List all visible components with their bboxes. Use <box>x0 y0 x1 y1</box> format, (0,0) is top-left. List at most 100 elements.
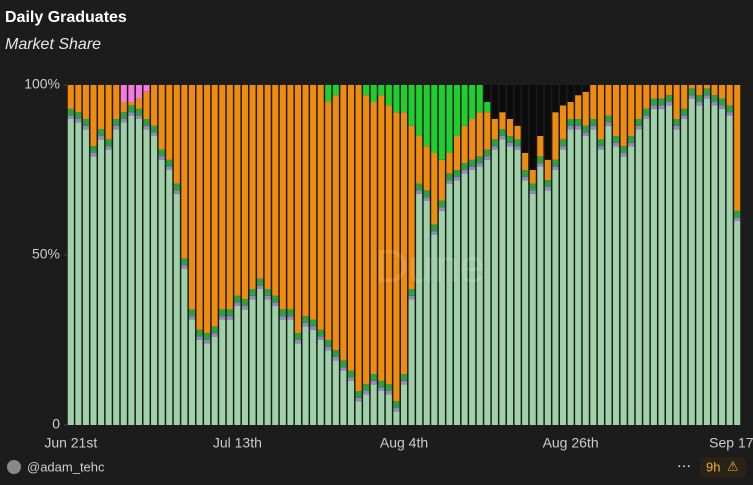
bar-segment <box>128 115 135 425</box>
bar-segment <box>158 149 165 157</box>
bar-segment <box>264 295 271 300</box>
bar-segment <box>461 125 468 164</box>
bar-segment <box>82 85 89 119</box>
bar-segment <box>711 95 718 102</box>
bar-segment <box>158 85 165 150</box>
bar-segment <box>446 180 453 184</box>
bar-segment <box>143 125 150 130</box>
bar-segment <box>529 190 536 194</box>
menu-icon[interactable]: ⋯ <box>677 458 691 474</box>
bar-segment <box>204 343 211 425</box>
bar-segment <box>363 394 370 425</box>
bar-segment <box>605 122 612 126</box>
bar-segment <box>302 316 309 323</box>
bar-segment <box>529 183 536 191</box>
bar-segment <box>325 350 332 425</box>
bar-segment <box>635 125 642 130</box>
y-tick-label: 0 <box>52 416 60 432</box>
bar-segment <box>650 85 657 99</box>
bar-segment <box>544 159 551 181</box>
bar-segment <box>347 377 355 381</box>
chart-subtitle: Market Share <box>5 36 101 53</box>
bar-segment <box>332 85 339 96</box>
bar-segment <box>310 319 317 327</box>
bar-segment <box>82 125 89 130</box>
bar-segment <box>552 85 559 113</box>
bar-segment <box>135 85 142 99</box>
bar-segment <box>393 85 400 113</box>
bar-segment <box>620 153 627 157</box>
bar-segment <box>522 176 529 181</box>
bar-segment <box>431 231 438 235</box>
y-tick-label: 50% <box>32 246 60 262</box>
bar-segment <box>423 197 430 201</box>
bar-segment <box>681 85 688 109</box>
bar-segment <box>294 340 302 344</box>
bar-segment <box>552 166 559 170</box>
bar-segment <box>135 98 142 109</box>
bar-segment <box>514 149 521 425</box>
bar-segment <box>734 210 741 218</box>
bar-segment <box>726 85 733 106</box>
bar-segment <box>582 91 589 126</box>
bar-segment <box>643 85 650 109</box>
bar-segment <box>181 265 188 269</box>
bar-segment <box>257 285 264 289</box>
bar-segment <box>620 85 627 147</box>
bar-segment <box>499 85 506 113</box>
bar-segment <box>613 146 620 425</box>
bar-segment <box>431 85 438 153</box>
bar-segment <box>529 170 536 184</box>
bar-segment <box>514 139 521 147</box>
bar-segment <box>294 333 302 340</box>
bar-segment <box>423 146 430 191</box>
plot-area <box>67 85 741 426</box>
bar-segment <box>143 85 150 92</box>
bar-segment <box>188 85 195 310</box>
bar-segment <box>355 85 362 391</box>
author[interactable]: @adam_tehc <box>27 459 105 474</box>
bar-segment <box>711 102 718 106</box>
bar-segment <box>181 85 188 259</box>
bar-segment <box>590 129 597 425</box>
bar-segment <box>400 380 408 385</box>
bar-segment <box>635 85 642 119</box>
bar-segment <box>211 326 218 334</box>
bar-segment <box>446 153 453 174</box>
bar-segment <box>522 170 529 177</box>
bar-segment <box>469 170 476 425</box>
bar-segment <box>98 136 105 140</box>
bar-segment <box>378 85 385 96</box>
bar-segment <box>666 85 673 96</box>
bar-segment <box>128 85 135 102</box>
age-badge <box>700 457 746 478</box>
bar-segment <box>196 85 203 330</box>
bar-segment <box>416 193 423 425</box>
bar-segment <box>719 105 726 109</box>
bar-segment <box>643 108 650 116</box>
bar-segment <box>347 380 355 425</box>
bar-segment <box>635 129 642 425</box>
bar-segment <box>181 258 188 266</box>
bar-segment <box>575 95 582 119</box>
bar-segment <box>204 85 211 334</box>
bar-segment <box>332 350 339 357</box>
bar-segment <box>711 85 718 96</box>
bar-segment <box>158 159 165 426</box>
bar-segment <box>67 115 74 119</box>
bar-segment <box>67 108 74 116</box>
bar-segment <box>393 408 400 412</box>
avatar <box>7 460 21 474</box>
bar-segment <box>400 112 408 374</box>
bar-segment <box>82 129 89 425</box>
bar-segment <box>128 112 135 116</box>
bar-segment <box>575 119 582 126</box>
bar-segment <box>287 85 294 310</box>
bar-segment <box>302 326 309 425</box>
bar-segment <box>128 105 135 113</box>
bar-segment <box>302 85 309 317</box>
bar-segment <box>635 119 642 126</box>
bar-segment <box>249 295 256 300</box>
bar-segment <box>719 108 726 426</box>
bar-segment <box>105 149 112 425</box>
